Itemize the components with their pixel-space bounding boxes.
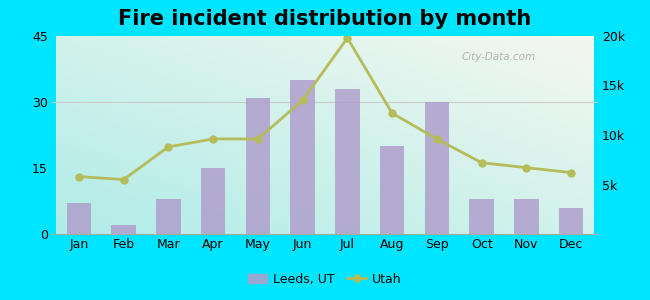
Bar — [201, 168, 226, 234]
Text: City-Data.com: City-Data.com — [462, 52, 536, 62]
Bar — [66, 203, 91, 234]
Bar — [424, 102, 449, 234]
Bar — [246, 98, 270, 234]
Bar — [469, 199, 494, 234]
Bar — [380, 146, 404, 234]
Bar — [156, 199, 181, 234]
Bar — [514, 199, 539, 234]
Bar — [111, 225, 136, 234]
Bar — [559, 208, 584, 234]
Bar — [335, 89, 359, 234]
Title: Fire incident distribution by month: Fire incident distribution by month — [118, 9, 532, 29]
Bar — [291, 80, 315, 234]
Legend: Leeds, UT, Utah: Leeds, UT, Utah — [243, 268, 407, 291]
